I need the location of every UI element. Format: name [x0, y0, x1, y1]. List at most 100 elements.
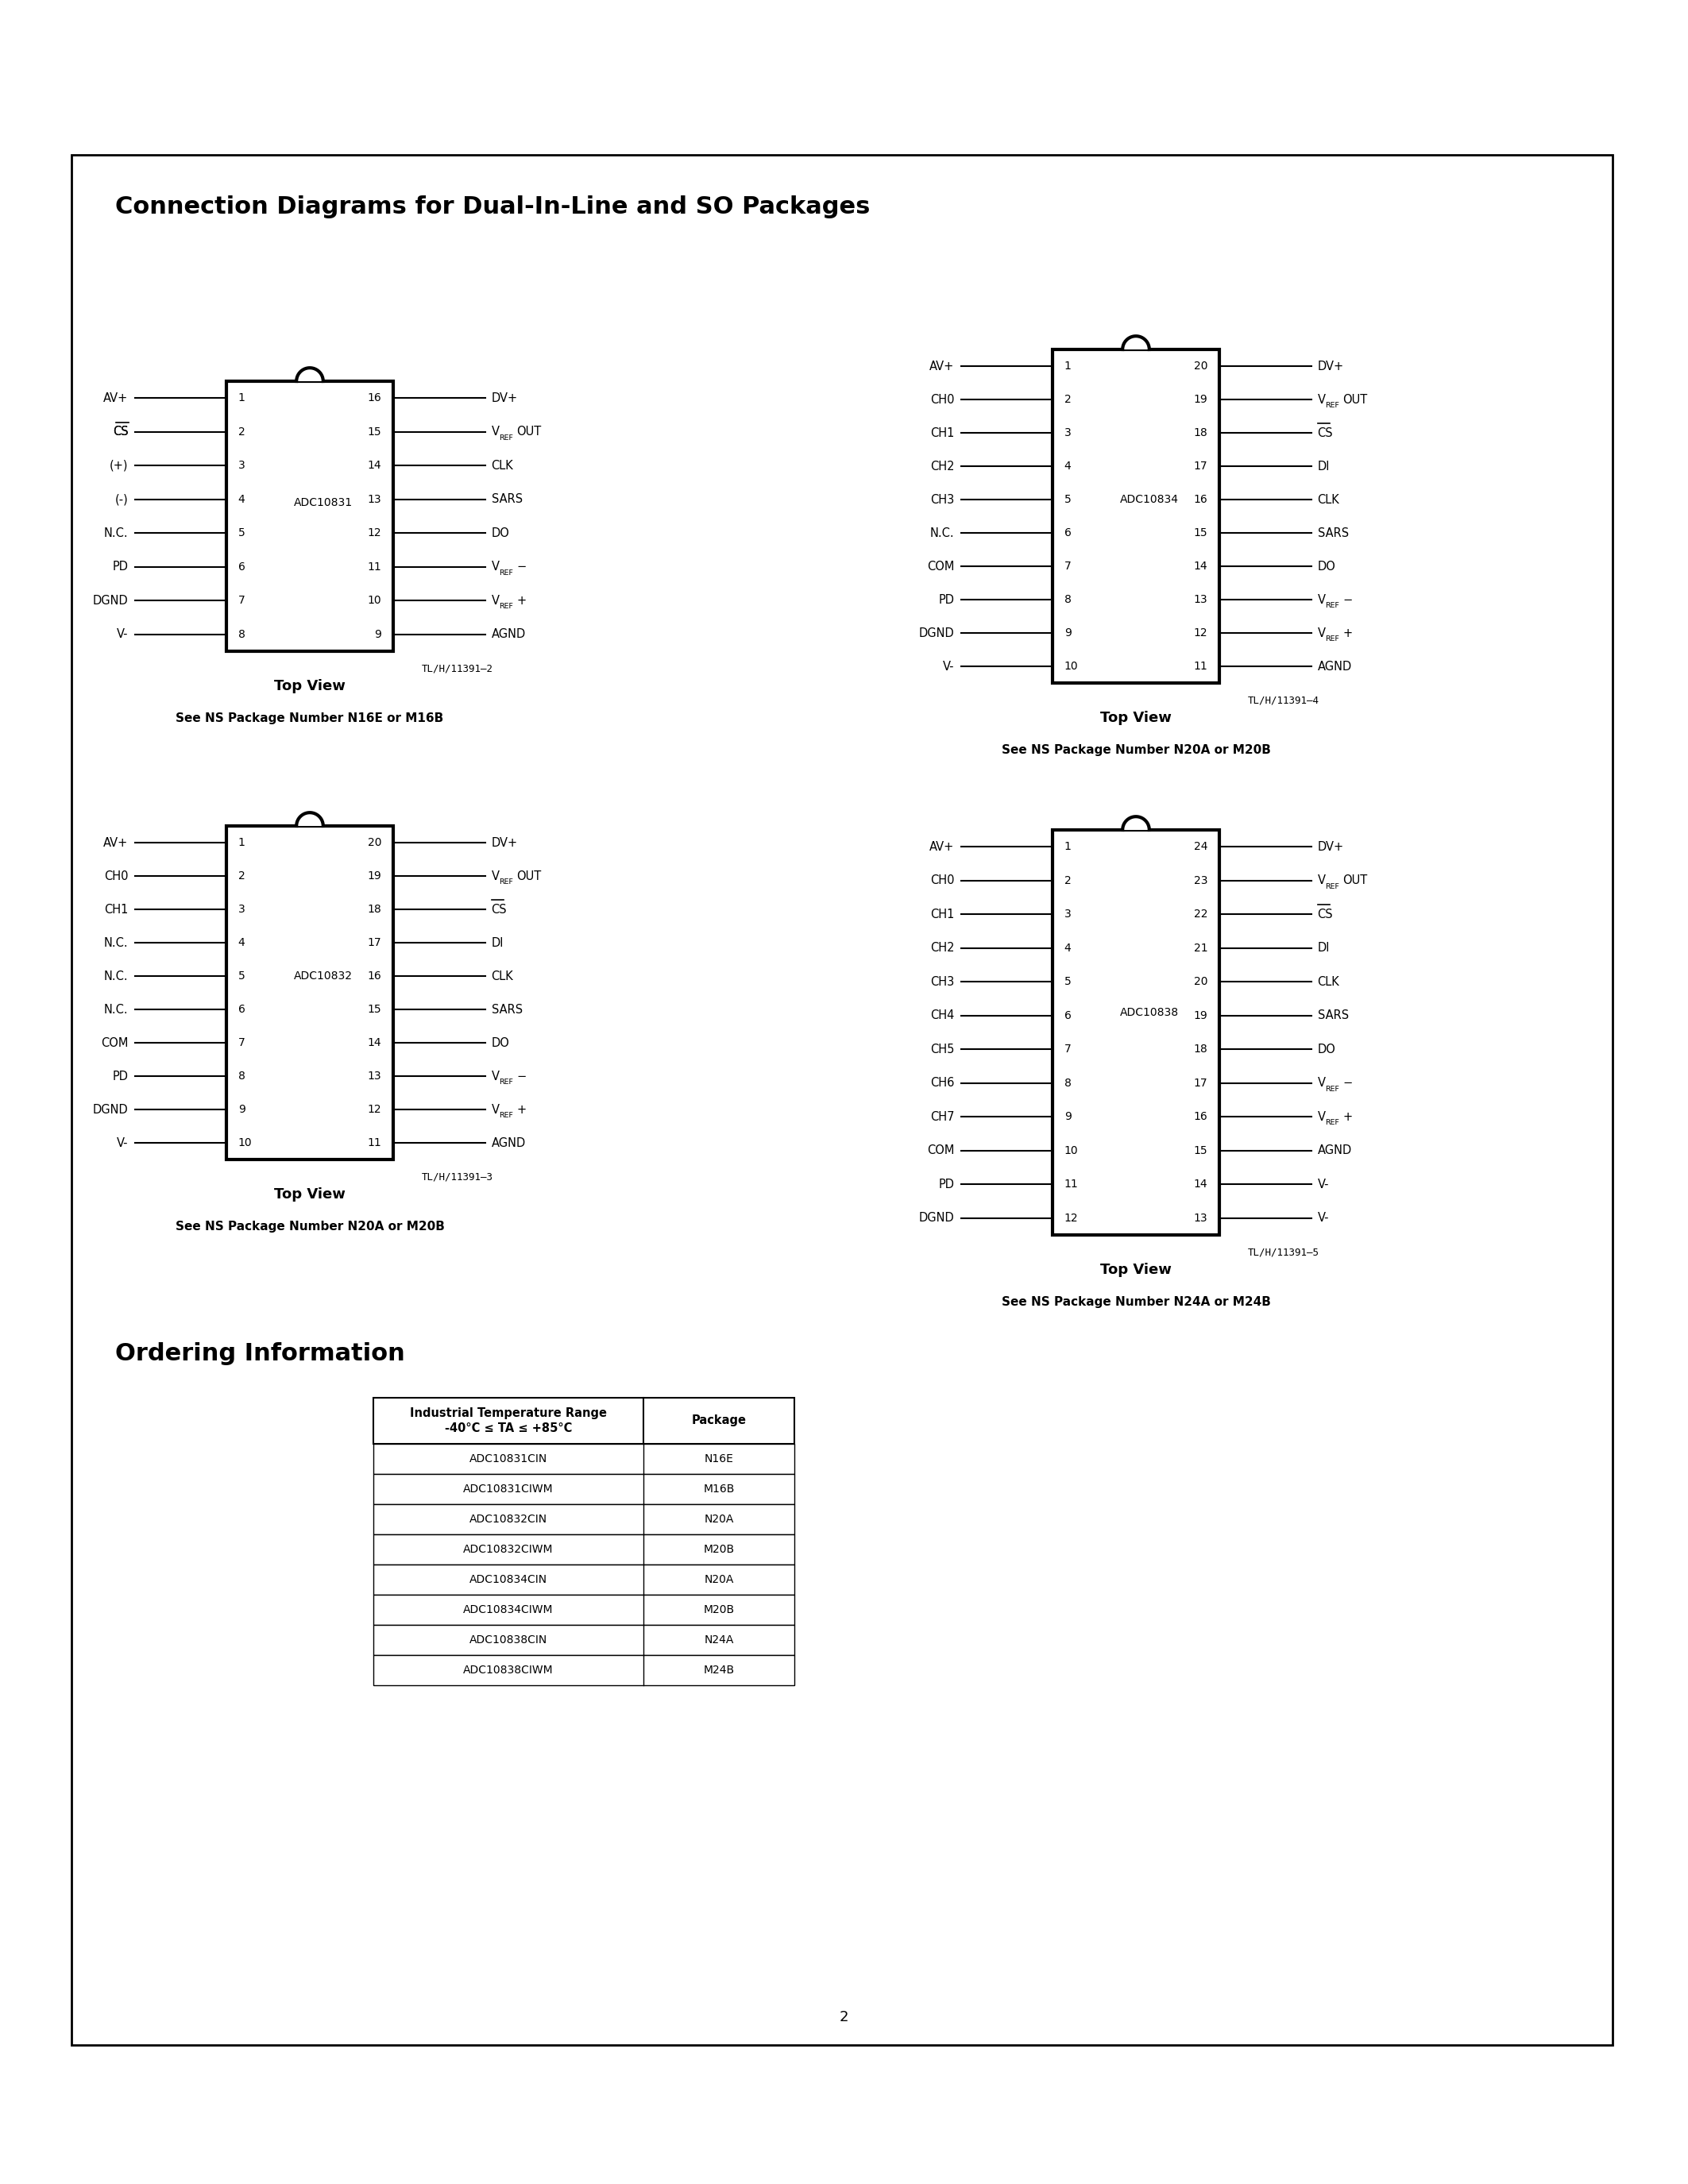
Text: Industrial Temperature Range
-40°C ≤ TA ≤ +85°C: Industrial Temperature Range -40°C ≤ TA …: [410, 1406, 608, 1435]
Text: N20A: N20A: [704, 1575, 734, 1586]
Text: CLK: CLK: [1317, 976, 1340, 987]
Text: ADC10834: ADC10834: [1119, 494, 1178, 505]
Text: PD: PD: [939, 1179, 954, 1190]
Text: 17: 17: [1193, 461, 1207, 472]
Text: 1: 1: [238, 836, 245, 847]
Text: CLK: CLK: [491, 459, 513, 472]
Text: AV+: AV+: [930, 841, 954, 852]
Text: 7: 7: [1063, 561, 1072, 572]
Text: DI: DI: [491, 937, 503, 948]
Text: N.C.: N.C.: [930, 526, 954, 539]
Text: AGND: AGND: [491, 1138, 525, 1149]
Text: CH1: CH1: [930, 909, 954, 919]
Text: 6: 6: [1063, 1009, 1072, 1022]
Text: M24B: M24B: [704, 1664, 734, 1675]
Text: 1: 1: [1063, 360, 1072, 371]
Text: ADC10832CIWM: ADC10832CIWM: [463, 1544, 554, 1555]
Text: N.C.: N.C.: [105, 526, 128, 539]
Text: CLK: CLK: [491, 970, 513, 983]
Text: 3: 3: [238, 461, 245, 472]
Text: 13: 13: [1193, 594, 1207, 605]
Text: 2: 2: [1063, 876, 1072, 887]
Text: 6: 6: [238, 1005, 245, 1016]
Text: CS: CS: [491, 904, 506, 915]
Text: 18: 18: [1193, 428, 1207, 439]
Text: 11: 11: [368, 561, 381, 572]
Text: 19: 19: [1193, 393, 1207, 404]
Text: DGND: DGND: [93, 1103, 128, 1116]
Text: N16E: N16E: [704, 1452, 734, 1465]
Text: 2: 2: [1063, 393, 1072, 404]
Text: SARS: SARS: [1317, 1009, 1349, 1022]
Text: 9: 9: [1063, 1112, 1072, 1123]
Text: 24: 24: [1193, 841, 1207, 852]
Text: V-: V-: [1317, 1212, 1328, 1223]
Bar: [226, 382, 393, 651]
Text: V-: V-: [944, 660, 954, 673]
Text: REF: REF: [500, 878, 513, 885]
Text: ADC10838CIN: ADC10838CIN: [469, 1634, 547, 1645]
Text: 16: 16: [1193, 494, 1207, 505]
Text: COM: COM: [927, 1144, 954, 1158]
Text: V: V: [1317, 594, 1325, 605]
Text: DI: DI: [1317, 941, 1330, 954]
Text: M20B: M20B: [704, 1544, 734, 1555]
Text: V: V: [491, 1070, 500, 1081]
Text: ADC10831CIN: ADC10831CIN: [469, 1452, 547, 1465]
Text: 2: 2: [839, 2009, 849, 2025]
Bar: [373, 1594, 795, 1625]
Text: 10: 10: [1063, 1144, 1079, 1155]
Text: V: V: [1317, 627, 1325, 640]
Text: See NS Package Number N16E or M16B: See NS Package Number N16E or M16B: [176, 712, 444, 725]
Text: 15: 15: [1193, 1144, 1207, 1155]
Bar: [71, 155, 1612, 2044]
Text: 5: 5: [238, 529, 245, 539]
Text: OUT: OUT: [1344, 874, 1367, 887]
Text: ADC10834CIWM: ADC10834CIWM: [463, 1605, 554, 1616]
Text: −: −: [1344, 1077, 1352, 1090]
Text: See NS Package Number N20A or M20B: See NS Package Number N20A or M20B: [1001, 745, 1271, 756]
Text: REF: REF: [500, 570, 513, 577]
Text: +: +: [1344, 627, 1352, 640]
Text: ADC10832CIN: ADC10832CIN: [469, 1514, 547, 1524]
Text: PD: PD: [939, 594, 954, 605]
Text: 10: 10: [1063, 662, 1079, 673]
Text: 8: 8: [238, 629, 245, 640]
Text: ADC10834CIN: ADC10834CIN: [469, 1575, 547, 1586]
Text: REF: REF: [1325, 1120, 1340, 1127]
Text: M16B: M16B: [704, 1483, 734, 1494]
Text: 12: 12: [1063, 1212, 1079, 1223]
Text: 5: 5: [1063, 976, 1072, 987]
Text: Top View: Top View: [1101, 710, 1171, 725]
Text: 14: 14: [368, 1037, 381, 1048]
Text: 9: 9: [375, 629, 381, 640]
Text: CLK: CLK: [1317, 494, 1340, 505]
Text: 16: 16: [1193, 1112, 1207, 1123]
Text: DI: DI: [1317, 461, 1330, 472]
Text: 11: 11: [1193, 662, 1207, 673]
Text: REF: REF: [500, 603, 513, 609]
Bar: [373, 1398, 795, 1444]
Text: CH0: CH0: [930, 874, 954, 887]
Polygon shape: [1123, 817, 1150, 830]
Text: −: −: [517, 561, 527, 572]
Text: 4: 4: [1063, 461, 1072, 472]
Text: AGND: AGND: [1317, 1144, 1352, 1158]
Text: 19: 19: [1193, 1009, 1207, 1022]
Text: CH2: CH2: [930, 461, 954, 472]
Text: CH0: CH0: [930, 393, 954, 406]
Text: DO: DO: [491, 526, 510, 539]
Text: −: −: [517, 1070, 527, 1081]
Text: V: V: [491, 869, 500, 882]
Text: OUT: OUT: [517, 426, 542, 437]
Text: 7: 7: [1063, 1044, 1072, 1055]
Text: V: V: [1317, 1077, 1325, 1090]
Text: REF: REF: [1325, 636, 1340, 642]
Bar: [1053, 830, 1219, 1234]
Text: AGND: AGND: [1317, 660, 1352, 673]
Text: 22: 22: [1193, 909, 1207, 919]
Text: V: V: [491, 561, 500, 572]
Text: REF: REF: [500, 1112, 513, 1118]
Text: N.C.: N.C.: [105, 1002, 128, 1016]
Text: 4: 4: [238, 494, 245, 505]
